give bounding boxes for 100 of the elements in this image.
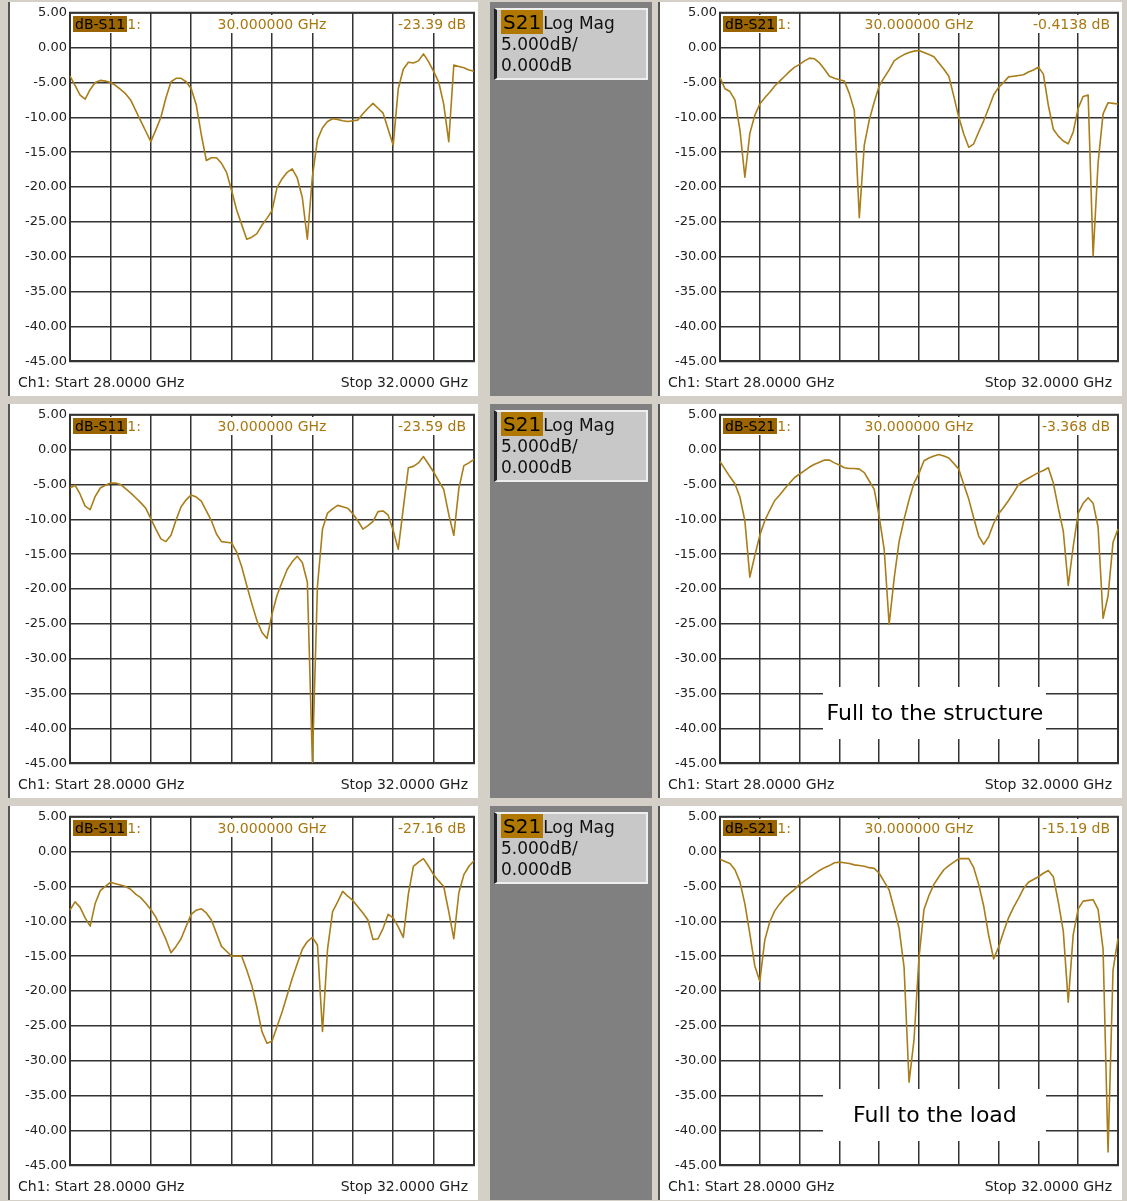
annotation: Full to the load: [823, 1088, 1047, 1141]
annotation: 1:: [777, 417, 791, 434]
text: 0.000dB: [501, 457, 574, 478]
text: Stop 32.0000 GHz: [340, 776, 468, 792]
annotation: 30.000000 GHz: [215, 14, 329, 33]
annotation: -23.59 dB: [395, 416, 468, 435]
y-tick-label: -20.00: [25, 178, 67, 194]
text: Stop 32.0000 GHz: [984, 776, 1112, 792]
text: Ch1: Start 28.0000 GHz: [18, 776, 185, 792]
text: Stop 32.0000 GHz: [984, 374, 1112, 390]
y-tick-label: -15.00: [675, 947, 717, 963]
y-tick-label: -35.00: [675, 684, 717, 700]
y-tick-label: -40.00: [675, 317, 717, 333]
y-tick-label: -5.00: [33, 877, 67, 893]
annotation: dB-S21: [723, 15, 778, 32]
y-tick-label: -5.00: [683, 73, 717, 89]
y-tick-label: -45.00: [25, 352, 67, 368]
y-tick-label: -10.00: [675, 108, 717, 124]
y-tick-label: -25.00: [675, 213, 717, 229]
y-tick-label: -25.00: [25, 1017, 67, 1033]
y-tick-label: -45.00: [675, 352, 717, 368]
y-tick-label: -15.00: [675, 545, 717, 561]
y-tick-label: -35.00: [25, 282, 67, 298]
y-tick-label: -5.00: [683, 877, 717, 893]
annotation: -15.19 dB: [1039, 818, 1112, 837]
annotation: 1:: [127, 15, 141, 32]
text: Stop 32.0000 GHz: [340, 1178, 468, 1194]
y-tick-label: -30.00: [25, 248, 67, 264]
annotation: -0.4138 dB: [1031, 14, 1112, 33]
y-tick-label: 5.00: [688, 406, 717, 422]
text: Ch1: Start 28.0000 GHz: [668, 1178, 835, 1194]
y-tick-label: -40.00: [25, 1121, 67, 1137]
annotation: 30.000000 GHz: [215, 818, 329, 837]
y-tick-label: -30.00: [675, 650, 717, 666]
y-tick-label: -25.00: [25, 213, 67, 229]
text: Log Mag: [543, 13, 615, 33]
y-tick-label: 5.00: [38, 406, 67, 422]
y-tick-label: -40.00: [675, 719, 717, 735]
y-tick-label: 0.00: [38, 843, 67, 859]
text: Log Mag: [543, 817, 615, 837]
y-tick-label: 5.00: [688, 4, 717, 20]
y-tick-label: -10.00: [675, 912, 717, 928]
annotation: 1:: [127, 819, 141, 836]
y-tick-label: -20.00: [25, 580, 67, 596]
text: Stop 32.0000 GHz: [984, 1178, 1112, 1194]
y-tick-label: -5.00: [683, 475, 717, 491]
y-tick-label: -25.00: [25, 615, 67, 631]
y-tick-label: -30.00: [675, 248, 717, 264]
annotation: 30.000000 GHz: [862, 14, 976, 33]
y-tick-label: -35.00: [25, 1086, 67, 1102]
y-tick-label: -10.00: [25, 510, 67, 526]
annotation: 30.000000 GHz: [862, 818, 976, 837]
y-tick-label: -40.00: [25, 719, 67, 735]
annotation: dB-S21: [723, 417, 778, 434]
y-tick-label: -35.00: [675, 1086, 717, 1102]
text: 5.000dB/: [501, 34, 579, 55]
text: 5.000dB/: [501, 436, 579, 457]
annotation: 1:: [777, 819, 791, 836]
y-tick-label: -45.00: [675, 1156, 717, 1172]
y-tick-label: -20.00: [675, 580, 717, 596]
text: S21: [501, 10, 544, 34]
annotation: -23.39 dB: [395, 14, 468, 33]
y-tick-label: 0.00: [688, 843, 717, 859]
y-tick-label: -15.00: [25, 947, 67, 963]
y-tick-label: -5.00: [33, 73, 67, 89]
y-tick-label: -25.00: [675, 615, 717, 631]
y-tick-label: -15.00: [25, 545, 67, 561]
y-tick-label: -30.00: [25, 650, 67, 666]
text: Stop 32.0000 GHz: [340, 374, 468, 390]
y-tick-label: -15.00: [25, 143, 67, 159]
text: S21: [501, 814, 544, 838]
text: Log Mag: [543, 415, 615, 435]
annotation: -3.368 dB: [1039, 416, 1112, 435]
text: S21: [501, 412, 544, 436]
text: 0.000dB: [501, 859, 574, 880]
annotation: 30.000000 GHz: [215, 416, 329, 435]
text: Ch1: Start 28.0000 GHz: [18, 1178, 185, 1194]
annotation: dB-S11: [73, 819, 128, 836]
y-tick-label: -30.00: [675, 1052, 717, 1068]
y-tick-label: -30.00: [25, 1052, 67, 1068]
text: Ch1: Start 28.0000 GHz: [18, 374, 185, 390]
y-tick-label: -25.00: [675, 1017, 717, 1033]
y-tick-label: -35.00: [675, 282, 717, 298]
annotation: -27.16 dB: [395, 818, 468, 837]
y-tick-label: -20.00: [675, 178, 717, 194]
annotation: 1:: [127, 417, 141, 434]
y-tick-label: 0.00: [688, 39, 717, 55]
y-tick-label: -5.00: [33, 475, 67, 491]
annotation: dB-S11: [73, 15, 128, 32]
text: Ch1: Start 28.0000 GHz: [668, 776, 835, 792]
y-tick-label: 5.00: [38, 4, 67, 20]
text: 0.000dB: [501, 55, 574, 76]
annotation: dB-S11: [73, 417, 128, 434]
y-tick-label: -40.00: [675, 1121, 717, 1137]
y-tick-label: -20.00: [675, 982, 717, 998]
y-tick-label: -10.00: [25, 912, 67, 928]
y-tick-label: -45.00: [675, 754, 717, 770]
y-tick-label: -35.00: [25, 684, 67, 700]
annotation: Full to the structure: [823, 686, 1047, 739]
y-tick-label: -40.00: [25, 317, 67, 333]
